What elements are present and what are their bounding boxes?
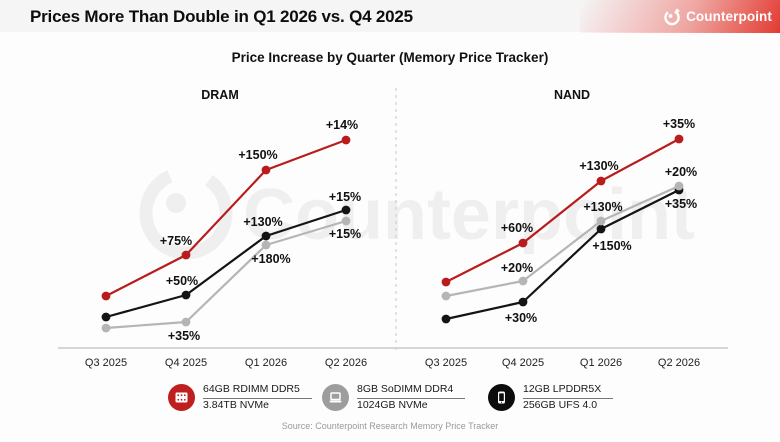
series-line bbox=[105, 138, 347, 297]
brand-gradient bbox=[580, 0, 780, 33]
series-line bbox=[445, 189, 680, 321]
legend-line2: 1024GB NVMe bbox=[357, 398, 428, 411]
data-point-label: +14% bbox=[326, 118, 358, 132]
data-point-label: +75% bbox=[160, 234, 192, 248]
data-point bbox=[596, 224, 606, 234]
data-point bbox=[674, 181, 684, 191]
data-point-label: +150% bbox=[238, 148, 277, 162]
data-point-label: +30% bbox=[505, 311, 537, 325]
data-point bbox=[441, 277, 451, 287]
data-point-label: +50% bbox=[166, 274, 198, 288]
x-tick-label: Q1 2026 bbox=[580, 357, 622, 369]
series-line bbox=[105, 219, 347, 330]
smartphone-icon bbox=[488, 384, 515, 412]
x-tick-label: Q3 2025 bbox=[425, 357, 467, 369]
legend-line1: 8GB SoDIMM DDR4 bbox=[357, 383, 466, 399]
series-line bbox=[105, 208, 347, 319]
series-layer: Q3 2025 Q4 2025 Q1 2026 Q2 2026 +35% +180% +15… bbox=[85, 117, 700, 369]
legend-line1: 12GB LPDDR5X bbox=[523, 383, 614, 399]
data-point bbox=[341, 135, 351, 145]
data-point bbox=[261, 231, 271, 241]
data-point bbox=[181, 290, 191, 300]
data-point-label: +15% bbox=[329, 190, 361, 204]
data-point bbox=[596, 216, 606, 226]
data-point bbox=[518, 276, 528, 286]
data-point bbox=[441, 291, 451, 301]
brand-logo: Counterpoint bbox=[663, 0, 772, 33]
legend-text: 8GB SoDIMM DDR4 1024GB NVMe bbox=[357, 383, 466, 412]
series-line bbox=[445, 138, 680, 283]
x-tick-label: Q4 2025 bbox=[502, 357, 544, 369]
source-attribution: Source: Counterpoint Research Memory Pri… bbox=[281, 421, 499, 431]
data-point bbox=[341, 205, 351, 215]
data-point-label: +35% bbox=[663, 117, 695, 131]
legend-line2: 256GB UFS 4.0 bbox=[523, 398, 598, 411]
data-point-label: +180% bbox=[251, 252, 290, 266]
data-point-label: +130% bbox=[583, 200, 622, 214]
data-point bbox=[341, 216, 351, 226]
data-point-label: +20% bbox=[665, 165, 697, 179]
data-point bbox=[596, 176, 606, 186]
data-point-label: +130% bbox=[243, 215, 282, 229]
legend-line1: 64GB RDIMM DDR5 bbox=[203, 383, 312, 399]
data-point bbox=[261, 240, 271, 250]
legend-text: 64GB RDIMM DDR5 3.84TB NVMe bbox=[203, 383, 312, 412]
x-tick-label: Q1 2026 bbox=[245, 357, 287, 369]
data-point bbox=[261, 165, 271, 175]
x-tick-label: Q2 2026 bbox=[658, 357, 700, 369]
legend-item-server: 64GB RDIMM DDR5 3.84TB NVMe bbox=[168, 383, 312, 412]
legend-item-smartphone: 12GB LPDDR5X 256GB UFS 4.0 bbox=[488, 383, 614, 412]
data-point-label: +130% bbox=[579, 159, 618, 173]
data-point-label: +35% bbox=[168, 329, 200, 343]
chart-subtitle: Price Increase by Quarter (Memory Price … bbox=[231, 50, 549, 65]
x-tick-label: Q2 2026 bbox=[325, 357, 367, 369]
data-point bbox=[441, 314, 451, 324]
data-point bbox=[101, 291, 111, 301]
brand-label: Counterpoint bbox=[686, 9, 772, 24]
watermark-text: Counterpoint bbox=[243, 175, 695, 255]
legend-line2: 3.84TB NVMe bbox=[203, 398, 269, 411]
counterpoint-stopwatch-icon bbox=[664, 8, 680, 25]
watermark-logo: Counterpoint bbox=[139, 166, 695, 260]
data-point bbox=[101, 323, 111, 333]
data-point bbox=[674, 134, 684, 144]
data-point bbox=[181, 250, 191, 260]
server-icon bbox=[168, 384, 195, 412]
data-point-label: +20% bbox=[501, 261, 533, 275]
data-point-label: +60% bbox=[501, 221, 533, 235]
data-point bbox=[101, 312, 111, 322]
header-bar: Prices More Than Double in Q1 2026 vs. Q… bbox=[0, 0, 780, 33]
legend-item-laptop: 8GB SoDIMM DDR4 1024GB NVMe bbox=[322, 383, 466, 412]
x-tick-label: Q4 2025 bbox=[165, 357, 207, 369]
data-point-label: +35% bbox=[665, 197, 697, 211]
data-point bbox=[518, 297, 528, 307]
x-tick-label: Q3 2025 bbox=[85, 357, 127, 369]
panel-title-dram: DRAM bbox=[201, 88, 239, 102]
series-line bbox=[445, 184, 680, 298]
laptop-icon bbox=[322, 384, 349, 412]
data-point bbox=[181, 317, 191, 327]
data-point bbox=[518, 238, 528, 248]
panel-title-nand: NAND bbox=[553, 88, 591, 102]
data-point-label: +15% bbox=[329, 227, 361, 241]
data-point-label: +150% bbox=[592, 239, 631, 253]
legend-text: 12GB LPDDR5X 256GB UFS 4.0 bbox=[523, 383, 614, 412]
page-title: Prices More Than Double in Q1 2026 vs. Q… bbox=[30, 7, 413, 26]
